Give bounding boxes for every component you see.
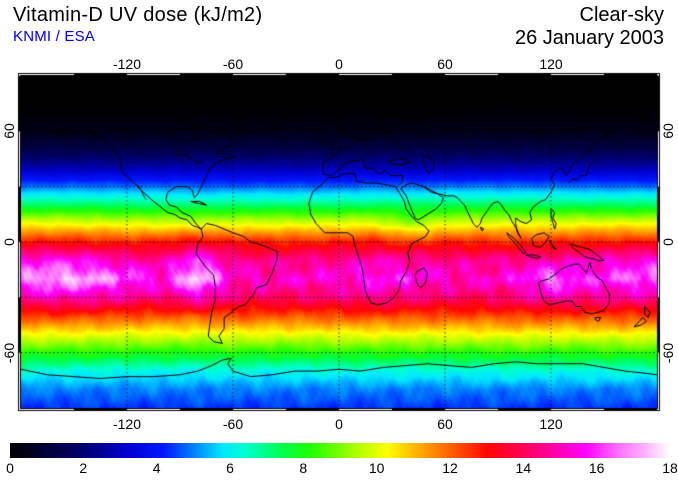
lon-tick-label: -60	[222, 416, 244, 432]
lat-tick-label: 60	[660, 123, 676, 140]
figure-title: Vitamin-D UV dose (kJ/m2)	[13, 4, 263, 26]
colorbar-tick-label: 4	[152, 460, 161, 476]
colorbar-tick-label: 8	[299, 460, 308, 476]
lon-tick-label: -60	[222, 56, 244, 72]
colorbar-tick-label: 12	[442, 460, 458, 476]
lon-tick-label: 120	[539, 416, 563, 432]
observation-date: 26 January 2003	[514, 27, 664, 49]
lon-tick-label: -120	[112, 56, 142, 72]
lon-tick-label: 60	[437, 56, 453, 72]
lon-tick-label: -120	[112, 416, 142, 432]
lat-tick-label: 0	[660, 238, 676, 246]
lat-tick-label: -60	[660, 342, 676, 363]
lon-tick-label: 0	[335, 416, 343, 432]
colorbar-tick-label: 0	[6, 460, 14, 476]
lon-tick-label: 0	[335, 56, 343, 72]
colorbar-gradient	[10, 443, 670, 458]
lat-tick-label: -60	[1, 342, 17, 363]
colorbar-tick-label: 10	[368, 460, 385, 476]
colorbar-tick-label: 2	[79, 460, 88, 476]
colorbar-tick-label: 14	[515, 460, 532, 476]
lon-tick-label: 120	[539, 56, 563, 72]
source-credit: KNMI / ESA	[13, 28, 96, 45]
colorbar-tick-label: 16	[588, 460, 605, 476]
sky-condition: Clear-sky	[579, 4, 664, 26]
lat-tick-label: 0	[1, 238, 17, 246]
colorbar-tick-label: 18	[662, 460, 678, 476]
lon-tick-label: 60	[437, 416, 453, 432]
colorbar-tick-label: 6	[226, 460, 234, 476]
lat-tick-label: 60	[1, 123, 17, 140]
